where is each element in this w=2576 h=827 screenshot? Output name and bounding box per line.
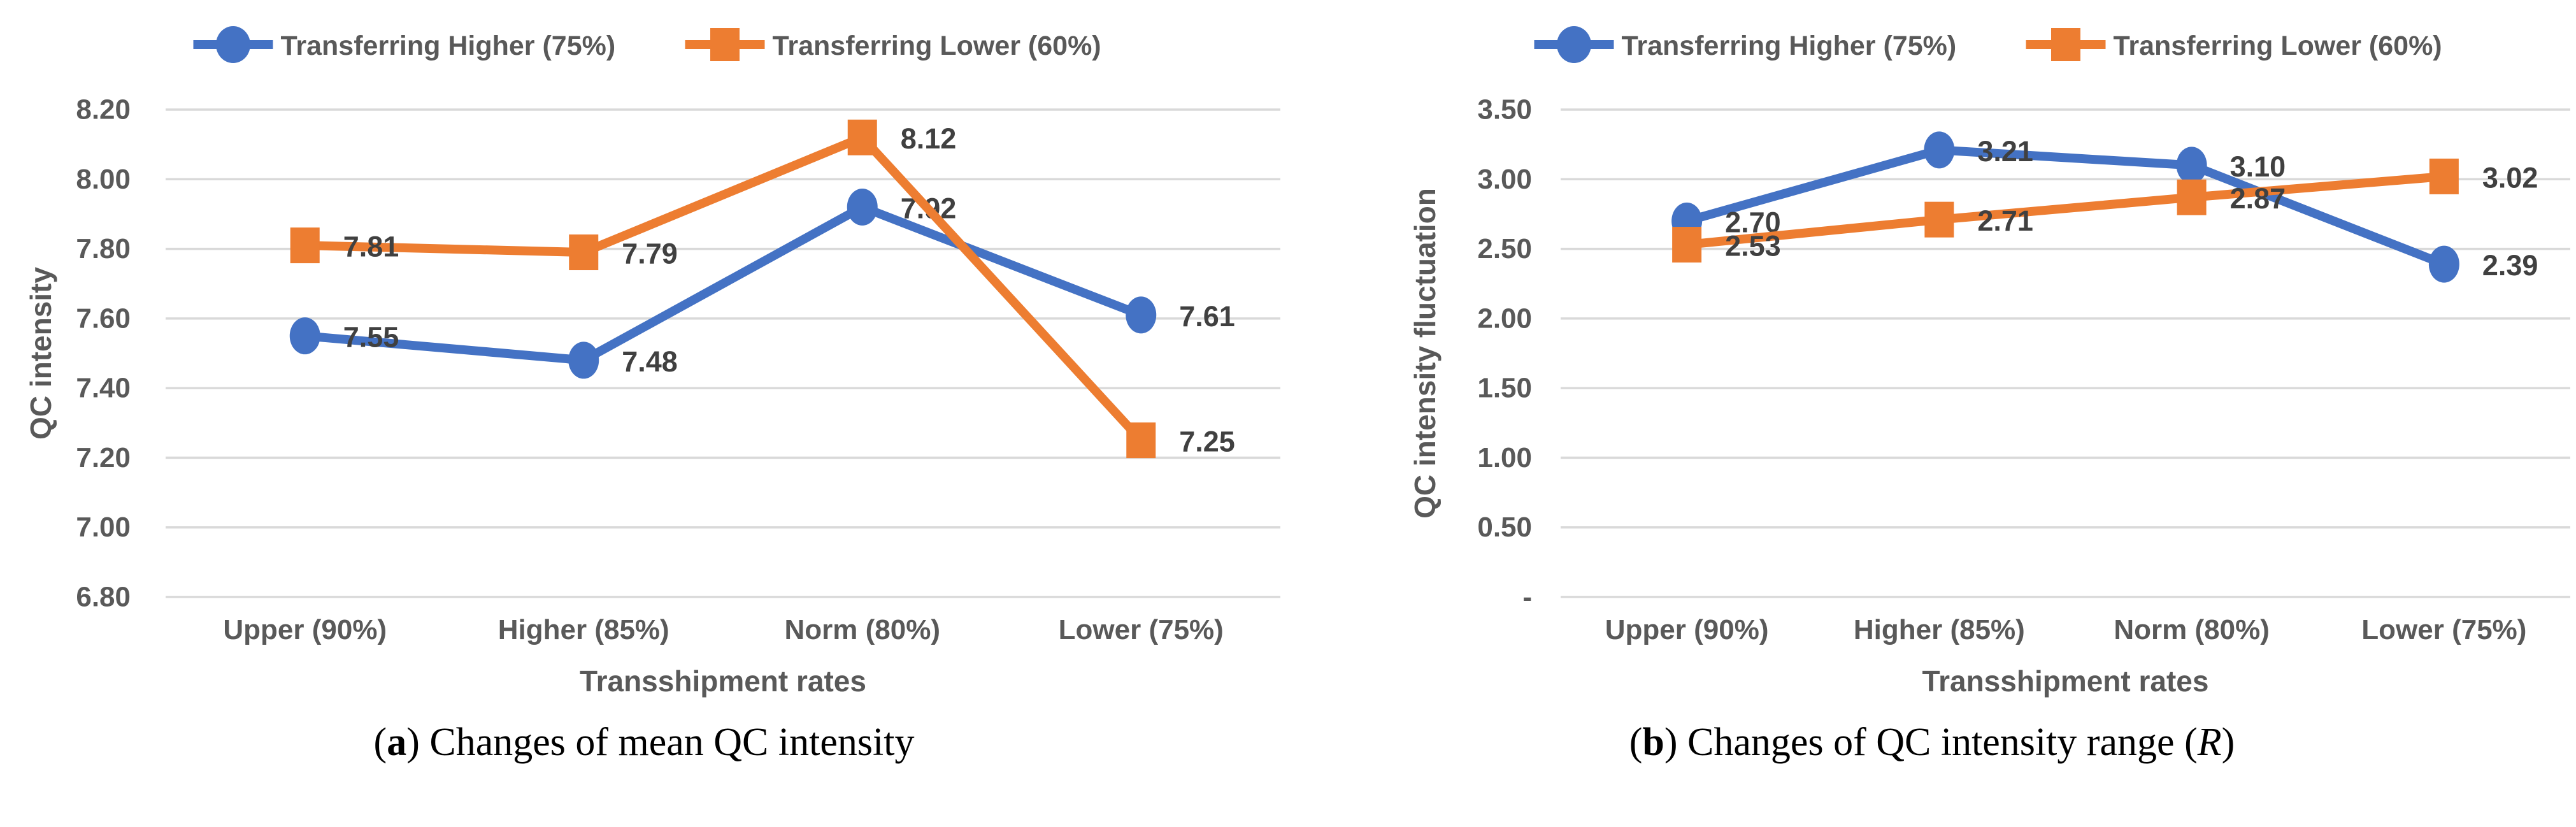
x-tick-label: Norm (80%) bbox=[785, 614, 941, 645]
caption-b-close: ) bbox=[1664, 721, 1678, 764]
caption-b-open: ( bbox=[1629, 721, 1643, 764]
caption-b: (b) Changes of QC intensity range (R) bbox=[1288, 720, 2576, 765]
y-tick-label: 7.20 bbox=[76, 442, 131, 473]
data-point-square-icon bbox=[290, 227, 320, 264]
y-tick-label: 7.80 bbox=[76, 233, 131, 264]
legend-label: Transferring Higher (75%) bbox=[1622, 31, 1957, 61]
y-tick-label: 3.00 bbox=[1477, 164, 1532, 195]
x-tick-label: Higher (85%) bbox=[498, 614, 669, 645]
caption-a: (a) Changes of mean QC intensity bbox=[0, 720, 1288, 765]
legend-marker-square-icon bbox=[710, 28, 740, 61]
data-label: 2.71 bbox=[1977, 205, 2033, 237]
caption-a-text: Changes of mean QC intensity bbox=[419, 721, 915, 764]
y-tick-label: 2.50 bbox=[1477, 233, 1532, 264]
data-label: 7.81 bbox=[343, 231, 399, 263]
legend-marker-circle-icon bbox=[1557, 26, 1591, 63]
data-label: 7.55 bbox=[343, 321, 399, 354]
x-tick-label: Upper (90%) bbox=[223, 614, 387, 645]
legend-marker-circle-icon bbox=[216, 26, 250, 63]
y-tick-label: 3.50 bbox=[1477, 94, 1532, 126]
y-axis-title: QC intensity fluctuation bbox=[1408, 188, 1442, 519]
data-point-circle-icon bbox=[2428, 245, 2459, 283]
y-tick-label: 8.20 bbox=[76, 94, 131, 126]
data-point-square-icon bbox=[2429, 158, 2459, 194]
data-label: 3.02 bbox=[2482, 161, 2538, 194]
caption-b-letter: b bbox=[1642, 721, 1664, 764]
panel-b: 3.50 3.00 2.50 2.00 1.50 1.00 0.50 - QC intensit… bbox=[1288, 0, 2576, 827]
data-label: 2.39 bbox=[2482, 249, 2538, 282]
data-label: 7.25 bbox=[1179, 426, 1235, 458]
data-label: 7.79 bbox=[622, 238, 678, 270]
legend-item-0: Transferring Higher (75%) bbox=[193, 26, 616, 63]
data-point-circle-icon bbox=[847, 189, 878, 226]
legend-marker-square-icon bbox=[2051, 28, 2080, 61]
data-label: 7.48 bbox=[622, 345, 678, 378]
series-line-1 bbox=[1682, 171, 2449, 250]
caption-a-open: ( bbox=[373, 721, 387, 764]
y-axis-title: QC intensity bbox=[24, 267, 57, 440]
data-point-square-icon bbox=[1672, 227, 1702, 263]
data-label: 3.21 bbox=[1977, 135, 2033, 168]
legend-item-0: Transferring Higher (75%) bbox=[1534, 26, 1957, 63]
y-tick-label: 6.80 bbox=[76, 582, 131, 613]
y-tick-label: 8.00 bbox=[76, 164, 131, 195]
legend-item-1: Transferring Lower (60%) bbox=[2026, 28, 2442, 61]
data-point-square-icon bbox=[847, 119, 877, 155]
data-label: 3.10 bbox=[2230, 150, 2286, 183]
caption-a-letter: a bbox=[387, 721, 407, 764]
x-tick-label: Higher (85%) bbox=[1854, 614, 2025, 645]
data-point-square-icon bbox=[1924, 201, 1954, 238]
data-point-circle-icon bbox=[1924, 131, 1955, 169]
legend-label: Transferring Lower (60%) bbox=[2114, 31, 2442, 61]
data-point-circle-icon bbox=[568, 342, 599, 379]
data-label: 2.87 bbox=[2230, 182, 2286, 215]
x-tick-label: Norm (80%) bbox=[2114, 614, 2270, 645]
data-label: 8.12 bbox=[901, 122, 957, 155]
caption-b-italic: R bbox=[2197, 721, 2222, 764]
y-tick-label: - bbox=[1522, 582, 1532, 613]
x-tick-label: Lower (75%) bbox=[1059, 614, 1224, 645]
line-chart-qc-intensity-range: 3.50 3.00 2.50 2.00 1.50 1.00 0.50 - QC intensit… bbox=[1408, 26, 2570, 698]
y-tick-label: 7.40 bbox=[76, 373, 131, 404]
data-point-circle-icon bbox=[1126, 296, 1157, 334]
data-point-circle-icon bbox=[289, 317, 320, 355]
data-point-square-icon bbox=[1126, 422, 1156, 459]
panel-a: 8.20 8.00 7.80 7.60 7.40 7.20 7.00 6.80 QC inten… bbox=[0, 26, 1288, 765]
y-tick-label: 0.50 bbox=[1477, 512, 1532, 543]
legend-label: Transferring Lower (60%) bbox=[773, 31, 1101, 61]
data-label: 2.53 bbox=[1725, 230, 1781, 262]
data-point-circle-icon bbox=[2176, 147, 2207, 184]
caption-b-text: Changes of QC intensity range ( bbox=[1677, 721, 2198, 764]
series-line-0 bbox=[300, 203, 1146, 365]
y-tick-label: 7.60 bbox=[76, 303, 131, 334]
series-line-0 bbox=[1682, 145, 2449, 269]
legend-item-1: Transferring Lower (60%) bbox=[685, 28, 1101, 61]
x-tick-label: Lower (75%) bbox=[2361, 614, 2526, 645]
x-axis-title: Transshipment rates bbox=[580, 665, 866, 698]
y-tick-label: 1.50 bbox=[1477, 373, 1532, 404]
x-tick-label: Upper (90%) bbox=[1605, 614, 1769, 645]
data-point-square-icon bbox=[569, 234, 599, 271]
y-tick-label: 1.00 bbox=[1477, 442, 1532, 473]
data-label: 7.61 bbox=[1179, 300, 1235, 333]
data-point-square-icon bbox=[2177, 179, 2207, 215]
line-chart-mean-qc-intensity: 8.20 8.00 7.80 7.60 7.40 7.20 7.00 6.80 QC inten… bbox=[24, 26, 1280, 698]
caption-a-close: ) bbox=[406, 721, 420, 764]
x-axis-title: Transshipment rates bbox=[1922, 665, 2209, 698]
y-tick-label: 7.00 bbox=[76, 512, 131, 543]
caption-b-tail: ) bbox=[2221, 721, 2235, 764]
series-line-1 bbox=[300, 133, 1146, 445]
y-tick-label: 2.00 bbox=[1477, 303, 1532, 334]
legend-label: Transferring Higher (75%) bbox=[281, 31, 616, 61]
